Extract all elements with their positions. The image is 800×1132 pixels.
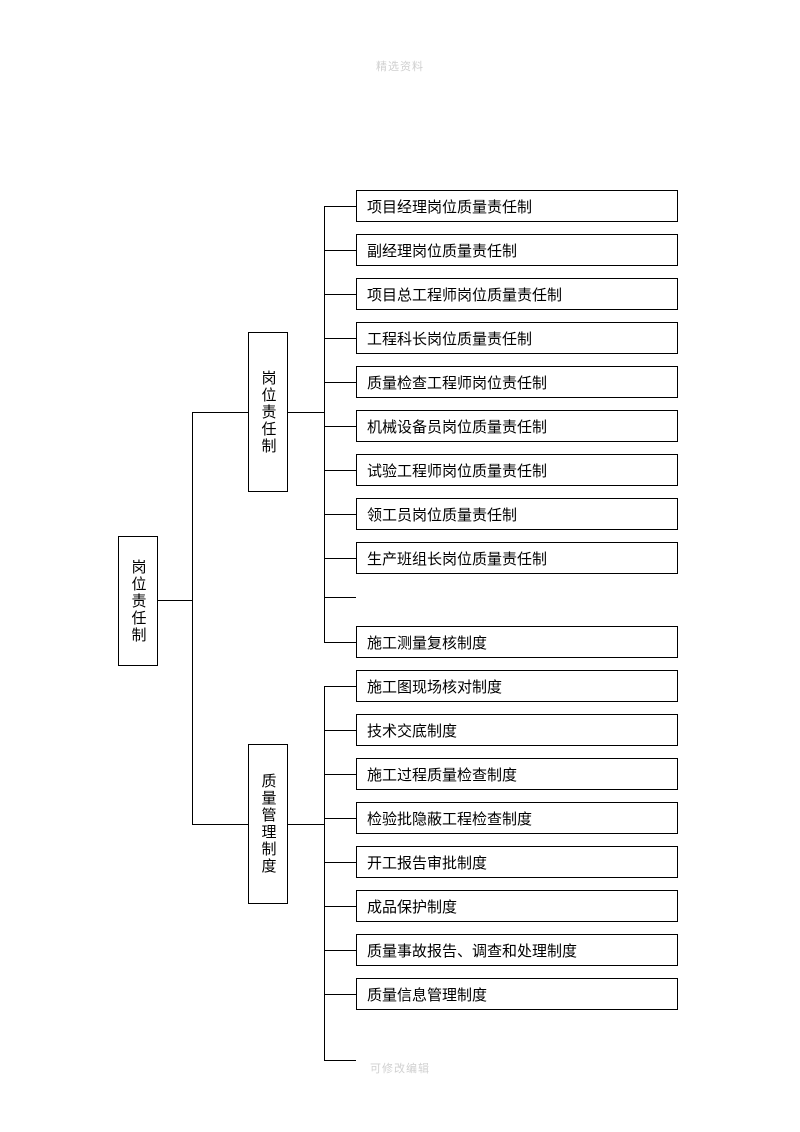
connector-line bbox=[324, 1060, 356, 1061]
connector-line bbox=[288, 412, 324, 413]
connector-line bbox=[324, 514, 356, 515]
leaf-node: 质量事故报告、调查和处理制度 bbox=[356, 934, 678, 966]
leaf-node: 工程科长岗位质量责任制 bbox=[356, 322, 678, 354]
leaf-node: 机械设备员岗位质量责任制 bbox=[356, 410, 678, 442]
leaf-node: 技术交底制度 bbox=[356, 714, 678, 746]
watermark-bottom: 可修改编辑 bbox=[370, 1060, 430, 1076]
connector-line bbox=[324, 774, 356, 775]
connector-line bbox=[288, 824, 324, 825]
branch-node: 质量管理制度 bbox=[248, 744, 288, 904]
branch-node: 岗位责任制 bbox=[248, 332, 288, 492]
leaf-node: 副经理岗位质量责任制 bbox=[356, 234, 678, 266]
leaf-node: 项目经理岗位质量责任制 bbox=[356, 190, 678, 222]
connector-line bbox=[324, 950, 356, 951]
leaf-node: 质量信息管理制度 bbox=[356, 978, 678, 1010]
connector-line bbox=[324, 862, 356, 863]
connector-line bbox=[324, 642, 356, 643]
connector-line bbox=[192, 824, 248, 825]
leaf-node: 项目总工程师岗位质量责任制 bbox=[356, 278, 678, 310]
connector-line bbox=[324, 597, 356, 598]
connector-line bbox=[324, 382, 356, 383]
connector-line bbox=[324, 558, 356, 559]
watermark-top: 精选资料 bbox=[376, 58, 424, 74]
connector-line bbox=[324, 294, 356, 295]
leaf-node: 成品保护制度 bbox=[356, 890, 678, 922]
leaf-node: 开工报告审批制度 bbox=[356, 846, 678, 878]
leaf-node: 施工测量复核制度 bbox=[356, 626, 678, 658]
leaf-node: 检验批隐蔽工程检查制度 bbox=[356, 802, 678, 834]
connector-line bbox=[324, 906, 356, 907]
leaf-node: 试验工程师岗位质量责任制 bbox=[356, 454, 678, 486]
connector-line bbox=[324, 206, 356, 207]
connector-line bbox=[192, 412, 248, 413]
connector-line bbox=[324, 818, 356, 819]
connector-line bbox=[324, 686, 325, 1060]
connector-line bbox=[158, 600, 192, 601]
leaf-node: 施工过程质量检查制度 bbox=[356, 758, 678, 790]
connector-line bbox=[324, 338, 356, 339]
connector-line bbox=[324, 426, 356, 427]
root-node: 岗位责任制 bbox=[118, 536, 158, 666]
connector-line bbox=[324, 994, 356, 995]
leaf-node: 生产班组长岗位质量责任制 bbox=[356, 542, 678, 574]
connector-line bbox=[324, 250, 356, 251]
connector-line bbox=[324, 730, 356, 731]
connector-line bbox=[192, 412, 193, 824]
leaf-node: 质量检查工程师岗位责任制 bbox=[356, 366, 678, 398]
leaf-node: 领工员岗位质量责任制 bbox=[356, 498, 678, 530]
connector-line bbox=[324, 686, 356, 687]
connector-line bbox=[324, 470, 356, 471]
leaf-node: 施工图现场核对制度 bbox=[356, 670, 678, 702]
connector-line bbox=[324, 206, 325, 642]
